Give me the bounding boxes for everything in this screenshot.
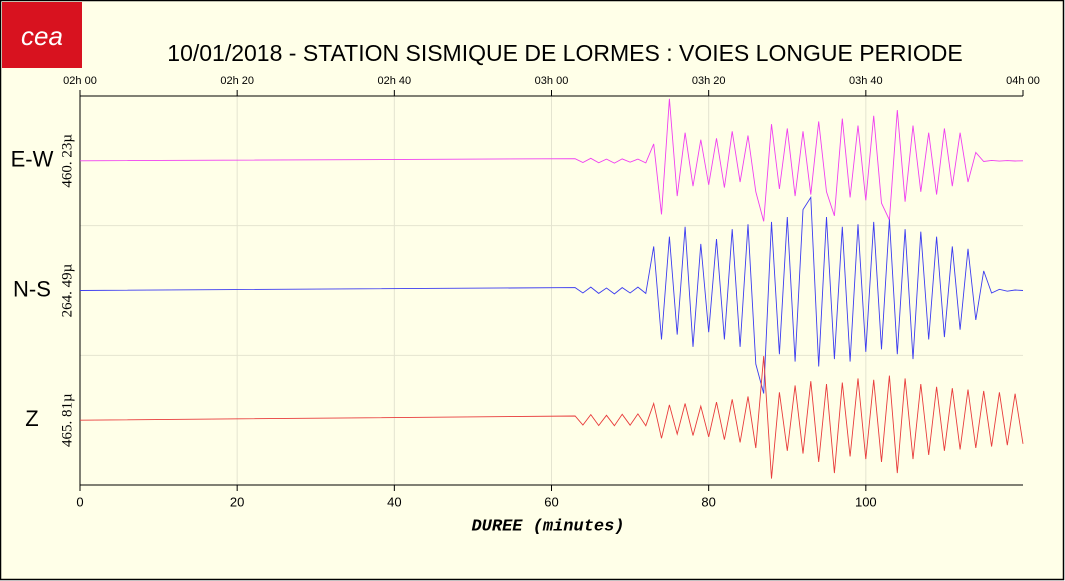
trace xyxy=(79,98,1024,222)
series-name: E-W xyxy=(11,147,54,172)
logo-box xyxy=(2,2,82,68)
x2-tick-label: 03h 40 xyxy=(849,75,883,87)
series-name: N-S xyxy=(13,276,51,301)
trace xyxy=(79,195,1024,394)
x-axis-label: DUREE (minutes) xyxy=(471,517,624,536)
x-tick-label: 100 xyxy=(855,494,877,509)
x2-tick-label: 04h 00 xyxy=(1006,75,1040,87)
x-tick-label: 80 xyxy=(701,494,715,509)
x2-tick-label: 03h 00 xyxy=(535,75,569,87)
x2-tick-label: 02h 40 xyxy=(378,75,412,87)
x2-tick-label: 02h 20 xyxy=(220,75,254,87)
x2-tick-label: 02h 00 xyxy=(63,75,97,87)
amplitude-label: 264. 49µ xyxy=(59,263,75,317)
series-name: Z xyxy=(25,406,38,431)
x2-tick-label: 03h 20 xyxy=(692,75,726,87)
x-tick-label: 60 xyxy=(544,494,558,509)
trace xyxy=(79,356,1024,479)
amplitude-label: 460. 23µ xyxy=(59,134,75,188)
x-tick-label: 0 xyxy=(76,494,83,509)
x-tick-label: 20 xyxy=(230,494,244,509)
chart-title: 10/01/2018 - STATION SISMIQUE DE LORMES … xyxy=(167,40,962,66)
logo: cea xyxy=(21,21,63,51)
x-tick-label: 40 xyxy=(387,494,401,509)
amplitude-label: 465. 81µ xyxy=(59,393,75,447)
